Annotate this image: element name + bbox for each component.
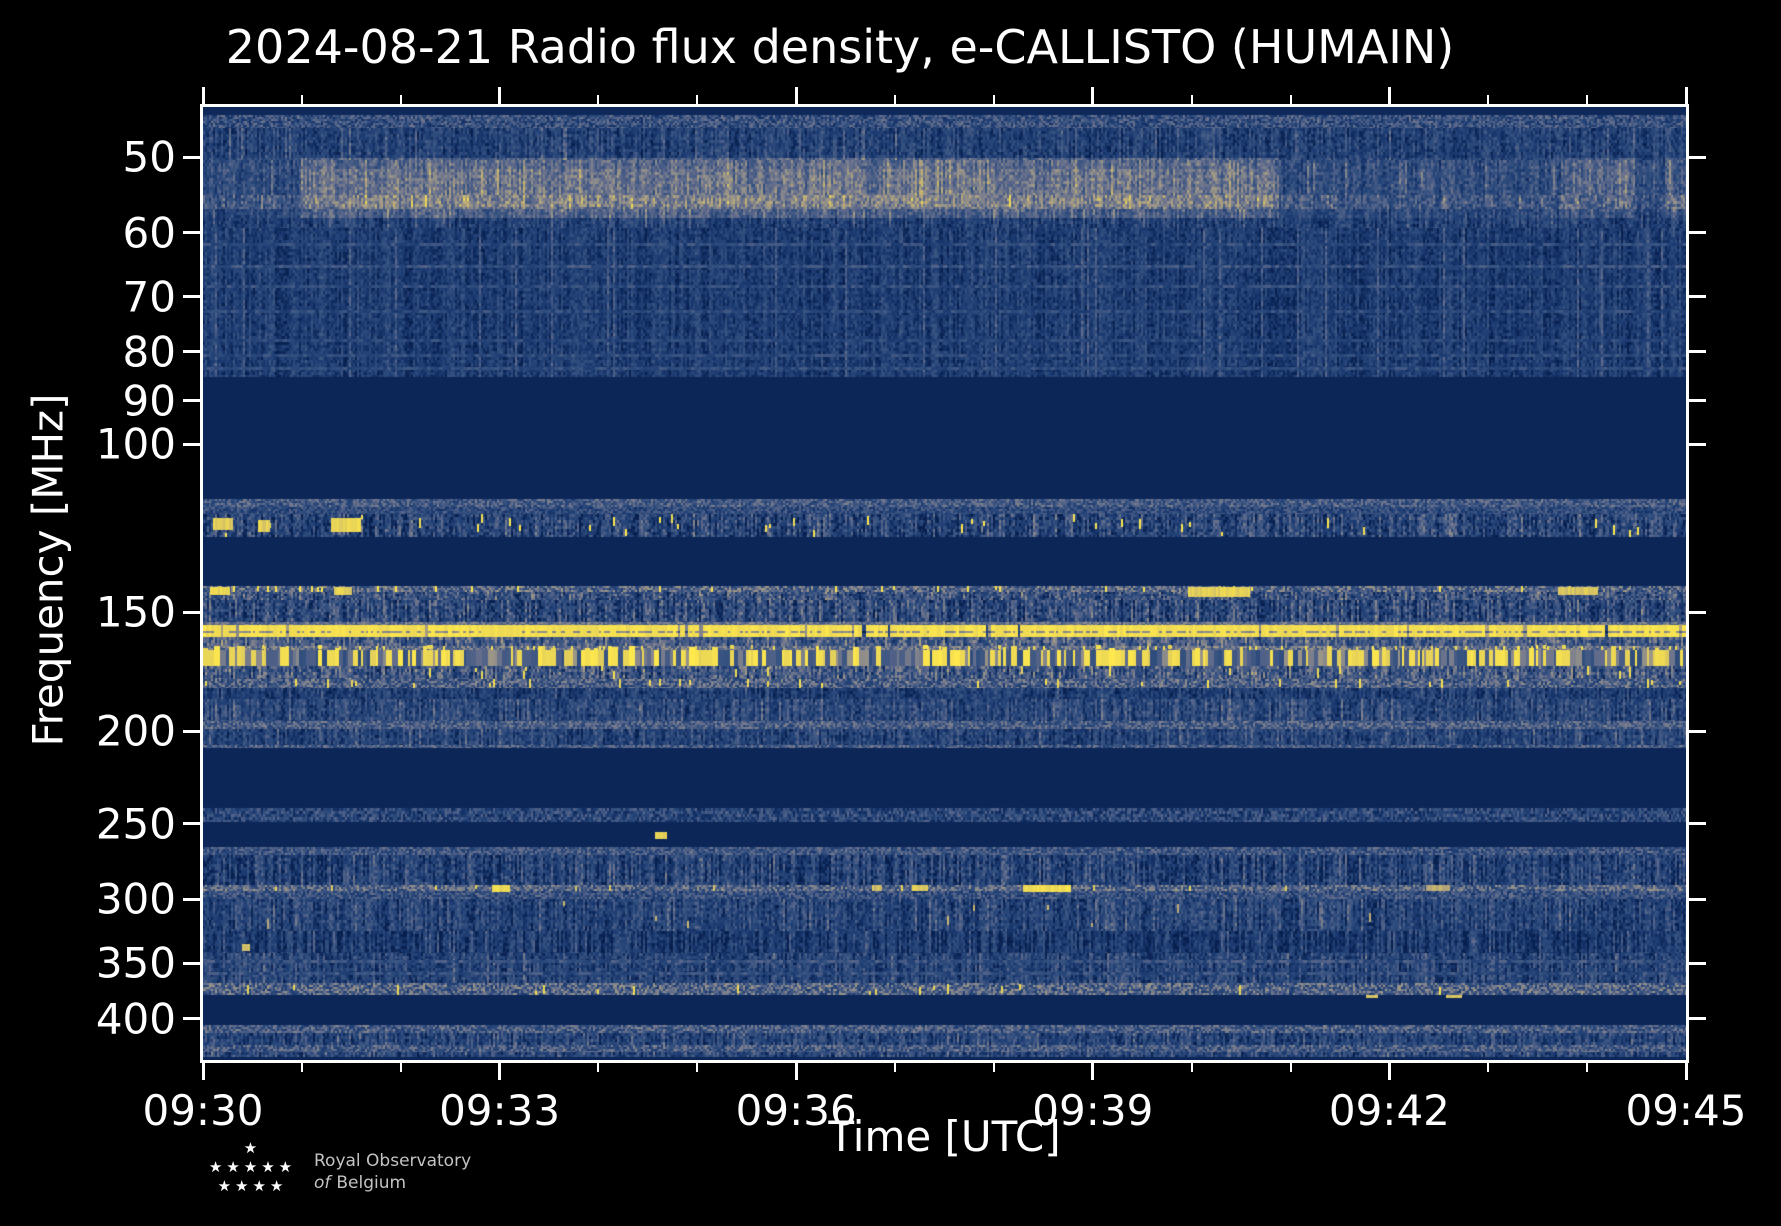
y-major-tick-right [1686,399,1706,403]
y-tick-label: 350 [95,938,176,988]
x-axis-label: Time [UTC] [828,1112,1061,1161]
x-major-tick [1387,1060,1391,1080]
x-minor-tick [597,1060,600,1072]
spectrogram-heatmap [203,107,1686,1060]
x-minor-tick-top [992,95,995,107]
y-major-tick-right [1686,295,1706,299]
x-major-tick [1091,1060,1095,1080]
x-minor-tick [1289,1060,1292,1072]
y-major-tick-right [1686,961,1706,965]
logo-stars-row2: ★★★★★ [208,1158,297,1176]
x-tick-label: 09:39 [1032,1086,1154,1135]
y-tick-label: 100 [95,419,176,469]
y-tick-label: 90 [122,376,176,426]
y-tick-label: 60 [122,208,176,258]
x-minor-tick-top [1586,95,1589,107]
y-major-tick [183,961,203,965]
x-minor-tick [1487,1060,1490,1072]
x-tick-label: 09:36 [735,1086,857,1135]
y-major-tick-right [1686,1017,1706,1021]
y-major-tick-right [1686,155,1706,159]
y-tick-label: 150 [95,587,176,637]
x-minor-tick-top [300,95,303,107]
x-minor-tick-top [597,95,600,107]
y-major-tick [183,350,203,354]
y-major-tick [183,897,203,901]
x-major-tick [794,1060,798,1080]
chart-title: 2024-08-21 Radio flux density, e-CALLIST… [225,20,1455,74]
x-minor-tick-top [1289,95,1292,107]
x-major-tick [1684,1060,1688,1080]
x-major-tick [201,1060,205,1080]
x-minor-tick-top [894,95,897,107]
x-minor-tick-top [1487,95,1490,107]
x-tick-label: 09:33 [439,1086,561,1135]
x-major-tick [498,1060,502,1080]
y-major-tick [183,610,203,614]
x-minor-tick [894,1060,897,1072]
y-major-tick-right [1686,897,1706,901]
y-tick-label: 250 [95,799,176,849]
logo-stars-row3: ★★★★ [217,1177,288,1195]
x-tick-label: 09:42 [1328,1086,1450,1135]
x-tick-label: 09:45 [1625,1086,1747,1135]
y-tick-label: 400 [95,994,176,1044]
x-major-tick-top [498,87,502,107]
x-major-tick-top [201,87,205,107]
y-axis-label: Frequency [MHz] [23,393,73,747]
y-major-tick-right [1686,610,1706,614]
y-tick-label: 70 [122,272,176,322]
logo-text-line2: of Belgium [314,1173,407,1193]
x-minor-tick-top [399,95,402,107]
logo-text: Royal Observatory of Belgium [314,1150,471,1194]
y-major-tick [183,822,203,826]
x-major-tick-top [1684,87,1688,107]
logo-text-line1: Royal Observatory [314,1151,472,1171]
y-major-tick [183,295,203,299]
x-major-tick-top [1387,87,1391,107]
x-major-tick-top [1091,87,1095,107]
x-minor-tick [1586,1060,1589,1072]
y-major-tick [183,155,203,159]
x-minor-tick [992,1060,995,1072]
x-minor-tick [1190,1060,1193,1072]
y-major-tick-right [1686,729,1706,733]
y-major-tick-right [1686,442,1706,446]
logo-stars-row1: ★ [243,1139,262,1157]
y-tick-label: 300 [95,874,176,924]
y-major-tick [183,442,203,446]
y-major-tick [183,729,203,733]
y-major-tick [183,399,203,403]
y-major-tick [183,1017,203,1021]
y-major-tick-right [1686,822,1706,826]
y-major-tick-right [1686,231,1706,235]
y-tick-label: 200 [95,706,176,756]
x-tick-label: 09:30 [142,1086,264,1135]
y-major-tick [183,231,203,235]
y-tick-label: 80 [122,327,176,377]
x-minor-tick [399,1060,402,1072]
y-major-tick-right [1686,350,1706,354]
x-minor-tick [696,1060,699,1072]
x-minor-tick-top [696,95,699,107]
y-tick-label: 50 [122,132,176,182]
x-minor-tick-top [1190,95,1193,107]
x-minor-tick [300,1060,303,1072]
x-major-tick-top [794,87,798,107]
